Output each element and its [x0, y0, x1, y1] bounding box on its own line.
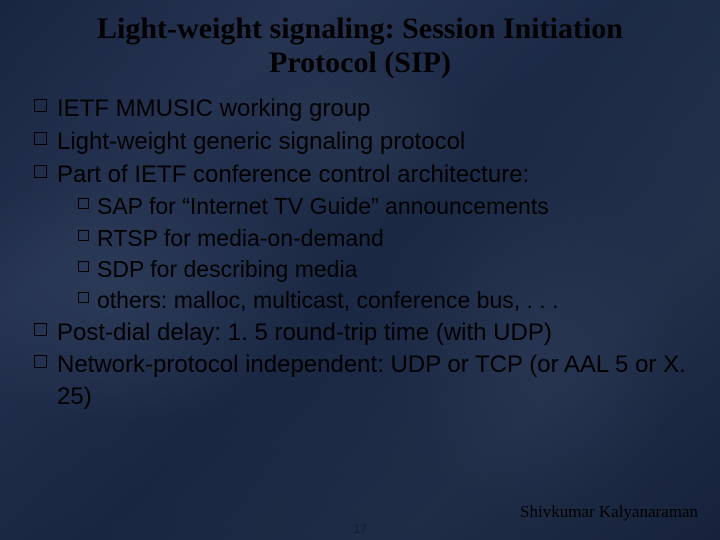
bullet-text: Light-weight generic signaling protocol	[57, 126, 700, 158]
square-bullet-icon	[78, 198, 89, 209]
bullet-text: SAP for “Internet TV Guide” announcement…	[97, 191, 700, 221]
slide-body: IETF MMUSIC working groupLight-weight ge…	[20, 93, 700, 412]
bullet-text: IETF MMUSIC working group	[57, 93, 700, 125]
bullet-item: others: malloc, multicast, conference bu…	[78, 285, 700, 315]
bullet-item: Network-protocol independent: UDP or TCP…	[34, 349, 700, 412]
footer-right: Shivkumar Kalyanaraman	[520, 502, 698, 522]
square-bullet-icon	[78, 261, 89, 272]
bullet-text: Post-dial delay: 1. 5 round-trip time (w…	[57, 317, 700, 349]
bullet-item: Post-dial delay: 1. 5 round-trip time (w…	[34, 317, 700, 349]
square-bullet-icon	[78, 292, 89, 303]
bullet-text: SDP for describing media	[97, 254, 700, 284]
footer-page-number: 17	[353, 522, 366, 536]
slide: Light-weight signaling: Session Initiati…	[0, 0, 720, 540]
bullet-item: RTSP for media-on-demand	[78, 223, 700, 253]
bullet-item: Part of IETF conference control architec…	[34, 159, 700, 191]
bullet-text: others: malloc, multicast, conference bu…	[97, 285, 700, 315]
bullet-text: Part of IETF conference control architec…	[57, 159, 700, 191]
footer-left: Rensselaer Polytechnic Institute	[18, 514, 198, 530]
bullet-item: IETF MMUSIC working group	[34, 93, 700, 125]
slide-title: Light-weight signaling: Session Initiati…	[20, 12, 700, 85]
bullet-text: RTSP for media-on-demand	[97, 223, 700, 253]
bullet-item: Light-weight generic signaling protocol	[34, 126, 700, 158]
bullet-item: SDP for describing media	[78, 254, 700, 284]
square-bullet-icon	[34, 323, 47, 336]
square-bullet-icon	[34, 355, 47, 368]
square-bullet-icon	[34, 99, 47, 112]
square-bullet-icon	[78, 230, 89, 241]
title-line-1: Light-weight signaling: Session Initiati…	[97, 12, 623, 45]
bullet-text: Network-protocol independent: UDP or TCP…	[57, 349, 700, 412]
bullet-item: SAP for “Internet TV Guide” announcement…	[78, 191, 700, 221]
square-bullet-icon	[34, 132, 47, 145]
square-bullet-icon	[34, 165, 47, 178]
title-line-2: Protocol (SIP)	[269, 46, 451, 79]
